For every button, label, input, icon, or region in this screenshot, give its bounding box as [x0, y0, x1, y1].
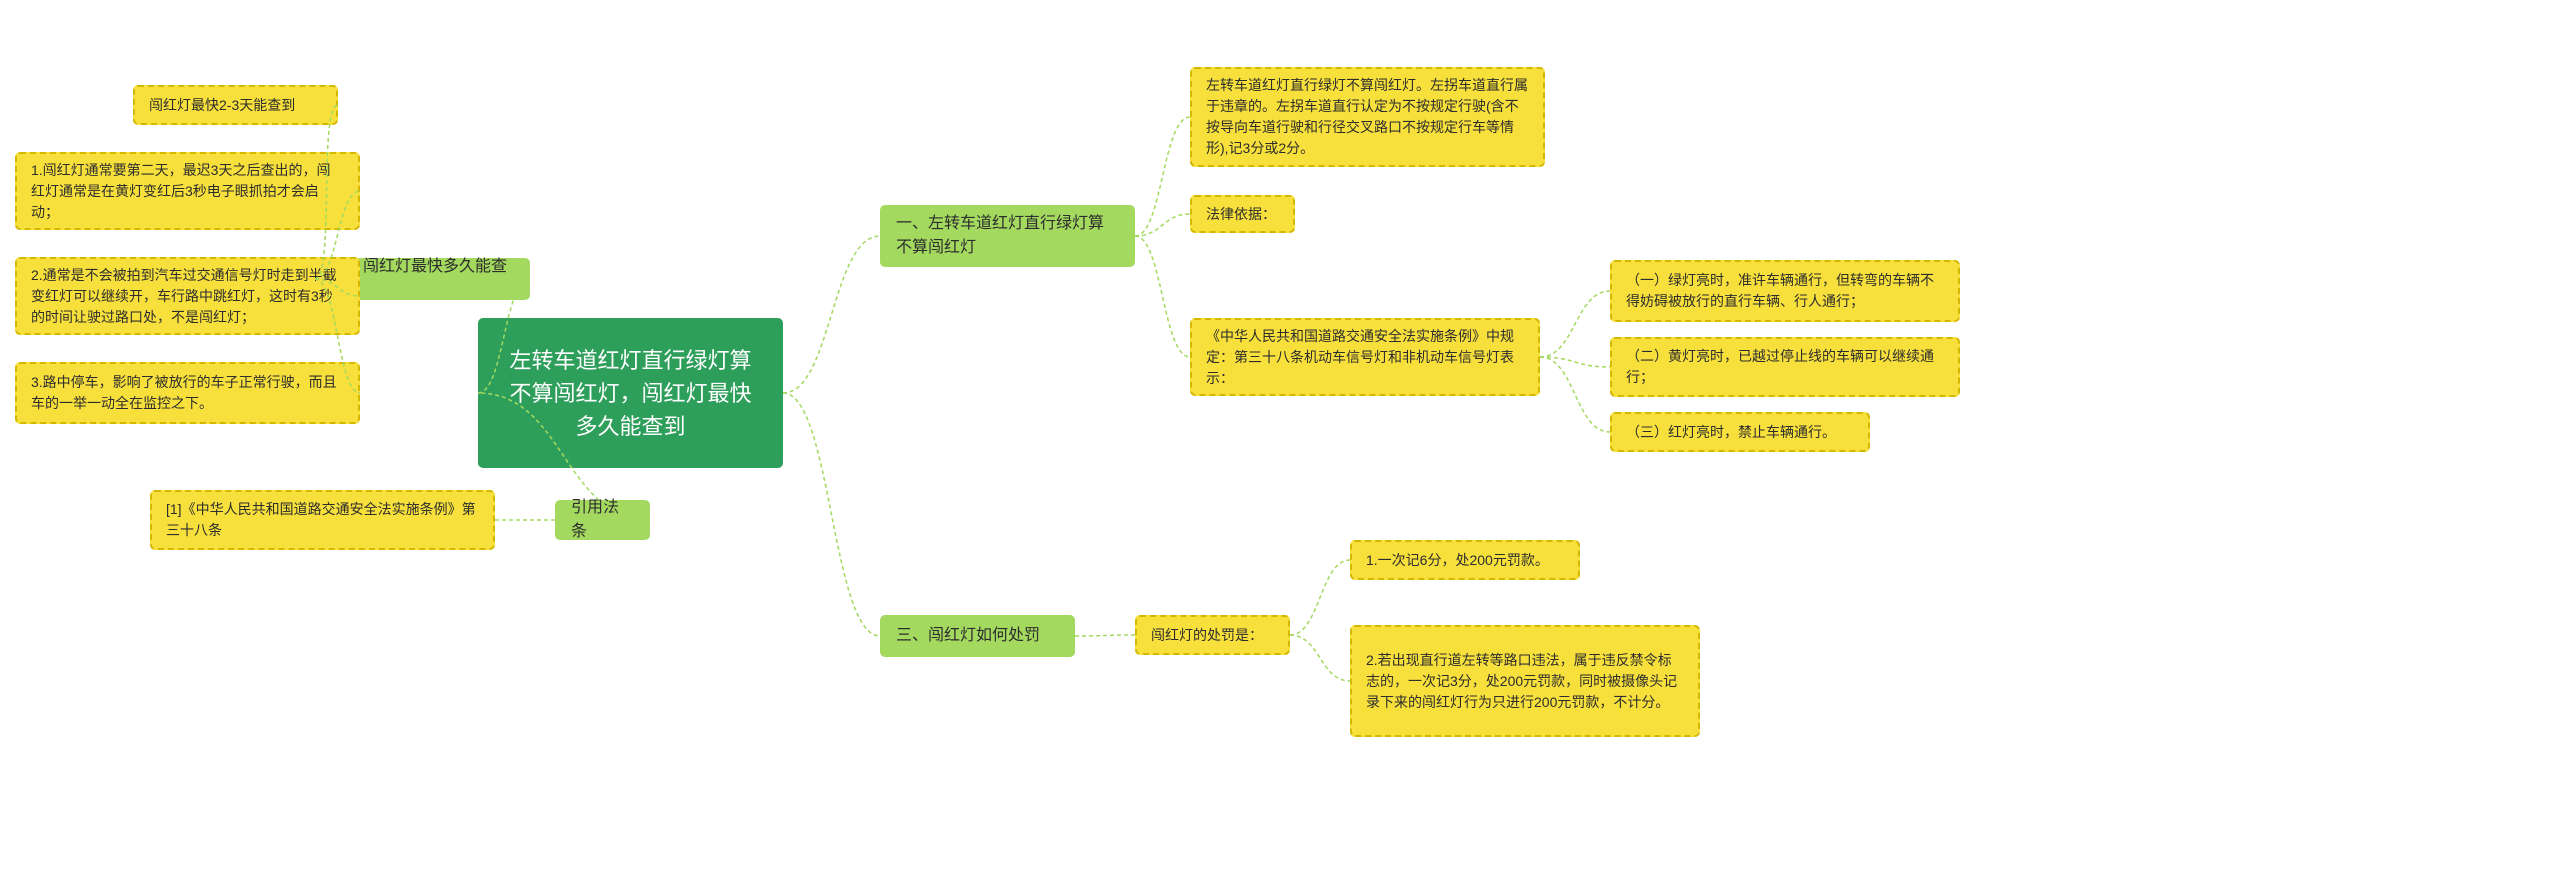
leaf-b1-c3-d1-text: （一）绿灯亮时，准许车辆通行，但转弯的车辆不得妨碍被放行的直行车辆、行人通行；: [1626, 270, 1944, 312]
leaf-b1-c3-d3: （三）红灯亮时，禁止车辆通行。: [1610, 412, 1870, 452]
leaf-b1-c1: 左转车道红灯直行绿灯不算闯红灯。左拐车道直行属于违章的。左拐车道直行认定为不按规…: [1190, 67, 1545, 167]
leaf-b2-c1-text: 1.闯红灯通常要第二天，最迟3天之后查出的，闯红灯通常是在黄灯变红后3秒电子眼抓…: [31, 160, 344, 223]
leaf-b3-c1-d1-text: 1.一次记6分，处200元罚款。: [1366, 550, 1549, 571]
leaf-ref-c1-text: [1]《中华人民共和国道路交通安全法实施条例》第三十八条: [166, 499, 479, 541]
leaf-b1-c3-d1: （一）绿灯亮时，准许车辆通行，但转弯的车辆不得妨碍被放行的直行车辆、行人通行；: [1610, 260, 1960, 322]
leaf-b2-c3: 3.路中停车，影响了被放行的车子正常行驶，而且车的一举一动全在监控之下。: [15, 362, 360, 424]
leaf-b3-c1: 闯红灯的处罚是：: [1135, 615, 1290, 655]
branch-ref: 引用法条: [555, 500, 650, 540]
leaf-ref-c1: [1]《中华人民共和国道路交通安全法实施条例》第三十八条: [150, 490, 495, 550]
leaf-b1-c2-text: 法律依据：: [1206, 204, 1276, 225]
leaf-b2-c0: 闯红灯最快2-3天能查到: [133, 85, 338, 125]
leaf-b2-c0-text: 闯红灯最快2-3天能查到: [149, 95, 295, 116]
leaf-b2-c3-text: 3.路中停车，影响了被放行的车子正常行驶，而且车的一举一动全在监控之下。: [31, 372, 344, 414]
branch-1-label: 一、左转车道红灯直行绿灯算不算闯红灯: [896, 212, 1119, 260]
leaf-b3-c1-d1: 1.一次记6分，处200元罚款。: [1350, 540, 1580, 580]
branch-ref-label: 引用法条: [571, 496, 634, 544]
root-label: 左转车道红灯直行绿灯算不算闯红灯，闯红灯最快多久能查到: [502, 344, 759, 443]
leaf-b1-c3: 《中华人民共和国道路交通安全法实施条例》中规定：第三十八条机动车信号灯和非机动车…: [1190, 318, 1540, 396]
leaf-b1-c3-d3-text: （三）红灯亮时，禁止车辆通行。: [1626, 422, 1836, 443]
leaf-b2-c2-text: 2.通常是不会被拍到汽车过交通信号灯时走到半截变红灯可以继续开，车行路中跳红灯，…: [31, 265, 344, 328]
root-node: 左转车道红灯直行绿灯算不算闯红灯，闯红灯最快多久能查到: [478, 318, 783, 468]
leaf-b1-c3-d2-text: （二）黄灯亮时，已越过停止线的车辆可以继续通行；: [1626, 346, 1944, 388]
leaf-b3-c1-d2: 2.若出现直行道左转等路口违法，属于违反禁令标志的，一次记3分，处200元罚款，…: [1350, 625, 1700, 737]
branch-1: 一、左转车道红灯直行绿灯算不算闯红灯: [880, 205, 1135, 267]
leaf-b3-c1-text: 闯红灯的处罚是：: [1151, 625, 1263, 646]
branch-3-label: 三、闯红灯如何处罚: [896, 624, 1040, 648]
leaf-b3-c1-d2-text: 2.若出现直行道左转等路口违法，属于违反禁令标志的，一次记3分，处200元罚款，…: [1366, 650, 1684, 713]
leaf-b1-c1-text: 左转车道红灯直行绿灯不算闯红灯。左拐车道直行属于违章的。左拐车道直行认定为不按规…: [1206, 75, 1529, 159]
leaf-b1-c3-text: 《中华人民共和国道路交通安全法实施条例》中规定：第三十八条机动车信号灯和非机动车…: [1206, 326, 1524, 389]
leaf-b1-c3-d2: （二）黄灯亮时，已越过停止线的车辆可以继续通行；: [1610, 337, 1960, 397]
branch-3: 三、闯红灯如何处罚: [880, 615, 1075, 657]
leaf-b1-c2: 法律依据：: [1190, 195, 1295, 233]
leaf-b2-c2: 2.通常是不会被拍到汽车过交通信号灯时走到半截变红灯可以继续开，车行路中跳红灯，…: [15, 257, 360, 335]
leaf-b2-c1: 1.闯红灯通常要第二天，最迟3天之后查出的，闯红灯通常是在黄灯变红后3秒电子眼抓…: [15, 152, 360, 230]
